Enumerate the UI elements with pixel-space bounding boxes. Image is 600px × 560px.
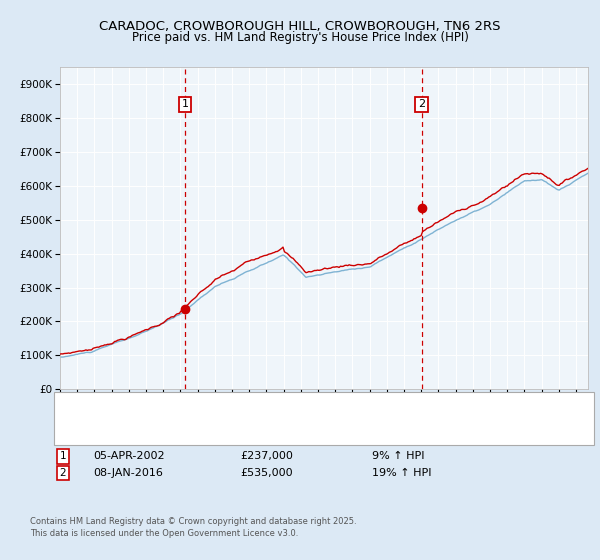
Text: Price paid vs. HM Land Registry's House Price Index (HPI): Price paid vs. HM Land Registry's House … bbox=[131, 31, 469, 44]
Text: 1: 1 bbox=[182, 100, 188, 110]
Text: 1: 1 bbox=[59, 451, 67, 461]
Text: CARADOC, CROWBOROUGH HILL, CROWBOROUGH, TN6 2RS (detached house): CARADOC, CROWBOROUGH HILL, CROWBOROUGH, … bbox=[105, 405, 478, 414]
Text: £237,000: £237,000 bbox=[240, 451, 293, 461]
Text: 2: 2 bbox=[59, 468, 67, 478]
Text: 9% ↑ HPI: 9% ↑ HPI bbox=[372, 451, 425, 461]
Text: CARADOC, CROWBOROUGH HILL, CROWBOROUGH, TN6 2RS: CARADOC, CROWBOROUGH HILL, CROWBOROUGH, … bbox=[99, 20, 501, 32]
Text: This data is licensed under the Open Government Licence v3.0.: This data is licensed under the Open Gov… bbox=[30, 529, 298, 538]
Text: £535,000: £535,000 bbox=[240, 468, 293, 478]
Text: Contains HM Land Registry data © Crown copyright and database right 2025.: Contains HM Land Registry data © Crown c… bbox=[30, 517, 356, 526]
Text: HPI: Average price, detached house, Wealden: HPI: Average price, detached house, Weal… bbox=[105, 423, 322, 432]
Text: 08-JAN-2016: 08-JAN-2016 bbox=[93, 468, 163, 478]
Text: 05-APR-2002: 05-APR-2002 bbox=[93, 451, 164, 461]
Text: 19% ↑ HPI: 19% ↑ HPI bbox=[372, 468, 431, 478]
Text: 2: 2 bbox=[418, 100, 425, 110]
